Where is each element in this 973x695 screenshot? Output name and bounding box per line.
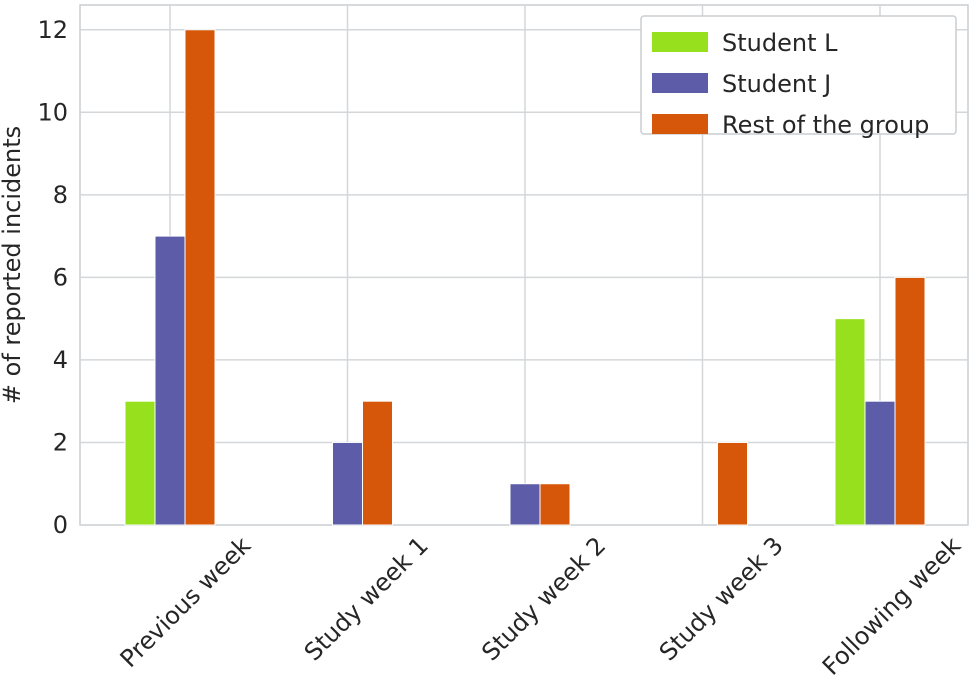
y-tick-label: 0 — [53, 511, 68, 539]
bar-rest-of-the-group — [184, 29, 216, 526]
x-tick-label: Study week 3 — [654, 531, 789, 666]
legend-frame — [640, 15, 957, 135]
bar-rest-of-the-group — [717, 441, 748, 526]
legend-swatch — [652, 73, 708, 93]
legend-label: Student J — [722, 70, 831, 98]
bar-rest-of-the-group — [894, 276, 926, 526]
bar-rest-of-the-group — [539, 483, 571, 526]
bar-student-l — [834, 318, 866, 526]
y-tick-label: 2 — [53, 428, 68, 456]
legend-label: Rest of the group — [722, 111, 929, 139]
bar-student-j — [154, 235, 186, 526]
bars — [124, 29, 926, 526]
y-axis-label: # of reported incidents — [0, 126, 26, 404]
legend-swatch — [652, 114, 708, 134]
x-axis-ticks: Previous week Study week 1 Study week 2 Stu… — [115, 531, 967, 680]
legend-swatch — [652, 32, 708, 52]
bar-student-j — [332, 441, 363, 526]
bar-rest-of-the-group — [362, 400, 393, 526]
bar-student-j — [864, 400, 896, 526]
y-tick-label: 10 — [37, 98, 68, 126]
y-tick-label: 8 — [53, 181, 68, 209]
legend: Student L Student J Rest of the group — [640, 15, 957, 139]
x-tick-label: Study week 2 — [476, 531, 611, 666]
x-tick-label: Previous week — [115, 531, 257, 673]
x-tick-label: Study week 1 — [299, 531, 434, 666]
bar-student-j — [509, 483, 541, 526]
y-axis-ticks: 0 2 4 6 8 10 12 — [37, 16, 68, 539]
y-tick-label: 6 — [53, 263, 68, 291]
y-tick-label: 4 — [53, 346, 68, 374]
x-tick-label: Following week — [817, 531, 966, 680]
bar-student-l — [124, 400, 156, 526]
legend-label: Student L — [722, 29, 838, 57]
y-tick-label: 12 — [37, 16, 68, 44]
